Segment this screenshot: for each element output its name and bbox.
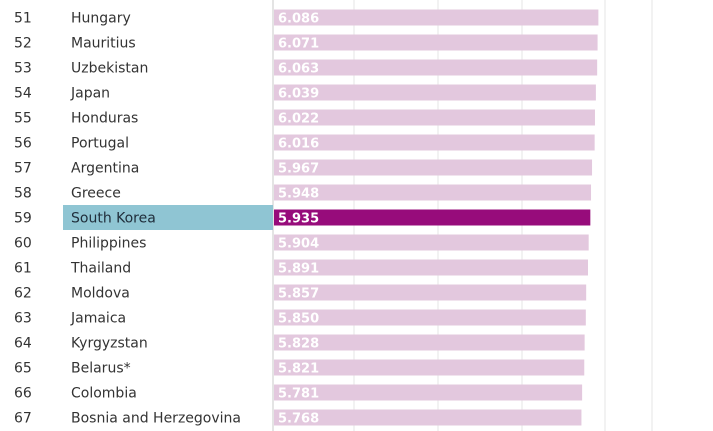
value-label: 5.904 xyxy=(278,237,319,252)
bar xyxy=(274,334,585,351)
bar xyxy=(274,259,588,276)
rank-label: 58 xyxy=(14,186,32,202)
rank-label: 66 xyxy=(14,386,32,402)
bar xyxy=(274,84,596,101)
bar xyxy=(274,359,585,376)
country-label: Kyrgyzstan xyxy=(71,336,148,352)
bar xyxy=(274,384,583,401)
rank-label: 57 xyxy=(14,161,32,177)
bar xyxy=(274,184,592,201)
country-label: Colombia xyxy=(71,386,137,402)
bar xyxy=(274,209,591,226)
value-label: 6.063 xyxy=(278,62,319,77)
value-label: 5.857 xyxy=(278,287,319,302)
country-label: Thailand xyxy=(70,261,131,277)
rank-label: 52 xyxy=(14,36,32,52)
rank-label: 67 xyxy=(14,411,32,427)
value-label: 5.781 xyxy=(278,387,319,402)
value-label: 5.967 xyxy=(278,162,319,177)
bar xyxy=(274,109,595,126)
bar xyxy=(274,34,598,51)
value-label: 6.022 xyxy=(278,112,319,127)
country-label: Portugal xyxy=(71,136,129,152)
country-label: Moldova xyxy=(71,286,130,302)
country-label: Bosnia and Herzegovina xyxy=(71,411,241,427)
bar xyxy=(274,409,582,426)
rank-label: 55 xyxy=(14,111,32,127)
bar xyxy=(274,159,593,176)
value-label: 5.891 xyxy=(278,262,319,277)
bar xyxy=(274,59,598,76)
rank-label: 51 xyxy=(14,11,32,27)
value-label: 6.071 xyxy=(278,37,319,52)
country-label: Japan xyxy=(70,86,110,102)
rank-label: 54 xyxy=(14,86,32,102)
value-label: 5.828 xyxy=(278,337,319,352)
bar xyxy=(274,9,599,26)
bar xyxy=(274,134,595,151)
country-label: Jamaica xyxy=(70,311,126,327)
value-label: 5.850 xyxy=(278,312,319,327)
rank-label: 53 xyxy=(14,61,32,77)
country-label: Greece xyxy=(71,186,121,202)
country-label: South Korea xyxy=(71,211,156,227)
rank-label: 61 xyxy=(14,261,32,277)
country-label: Hungary xyxy=(71,11,131,27)
rank-label: 62 xyxy=(14,286,32,302)
country-label: Argentina xyxy=(71,161,139,177)
bar xyxy=(274,234,589,251)
value-label: 6.086 xyxy=(278,12,319,27)
rank-label: 59 xyxy=(14,211,32,227)
country-label: Mauritius xyxy=(71,36,136,52)
rank-label: 60 xyxy=(14,236,32,252)
value-label: 6.016 xyxy=(278,137,319,152)
highlight-row-background xyxy=(63,205,273,230)
bar xyxy=(274,309,586,326)
rank-label: 63 xyxy=(14,311,32,327)
bar xyxy=(274,284,587,301)
rank-label: 56 xyxy=(14,136,32,152)
value-label: 5.935 xyxy=(278,212,319,227)
rank-label: 64 xyxy=(14,336,32,352)
value-label: 6.039 xyxy=(278,87,319,102)
rank-label: 65 xyxy=(14,361,32,377)
value-label: 5.821 xyxy=(278,362,319,377)
value-label: 5.948 xyxy=(278,187,319,202)
country-label: Honduras xyxy=(71,111,138,127)
country-label: Uzbekistan xyxy=(71,61,148,77)
value-label: 5.768 xyxy=(278,412,319,427)
country-label: Belarus* xyxy=(71,361,131,377)
country-label: Philippines xyxy=(71,236,146,252)
